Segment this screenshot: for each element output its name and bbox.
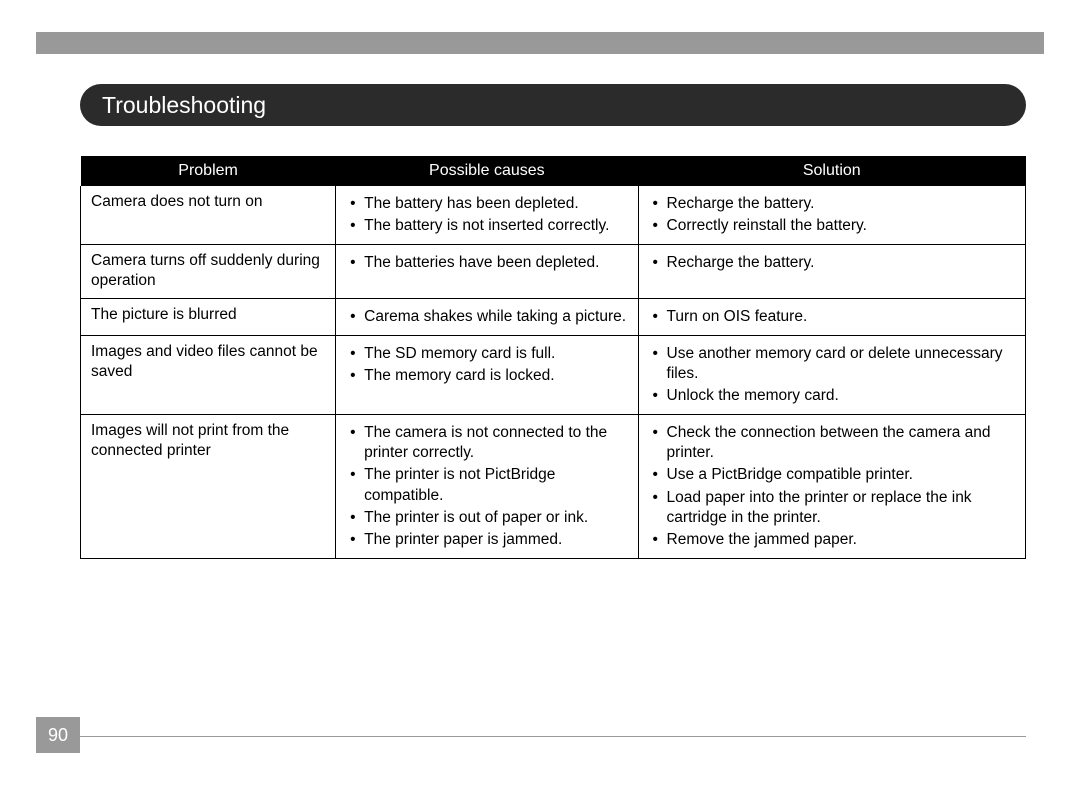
cause-item: The battery has been depleted.: [346, 194, 627, 214]
cell-causes: The batteries have been depleted.: [336, 245, 638, 298]
cause-item: Carema shakes while taking a picture.: [346, 307, 627, 327]
table-body: Camera does not turn onThe battery has b…: [81, 186, 1026, 558]
cell-solution: Recharge the battery.: [638, 245, 1025, 298]
cell-solution: Recharge the battery.Correctly reinstall…: [638, 186, 1025, 245]
solution-item: Recharge the battery.: [649, 194, 1015, 214]
cell-causes: The camera is not connected to the print…: [336, 415, 638, 559]
cause-item: The battery is not inserted correctly.: [346, 216, 627, 236]
solution-item: Remove the jammed paper.: [649, 530, 1015, 550]
solution-item: Use another memory card or delete unnece…: [649, 344, 1015, 384]
cell-causes: Carema shakes while taking a picture.: [336, 298, 638, 335]
cause-item: The printer paper is jammed.: [346, 530, 627, 550]
solution-item: Unlock the memory card.: [649, 386, 1015, 406]
cell-causes: The SD memory card is full.The memory ca…: [336, 335, 638, 414]
cell-solution: Turn on OIS feature.: [638, 298, 1025, 335]
solution-item: Use a PictBridge compatible printer.: [649, 465, 1015, 485]
table-header-row: Problem Possible causes Solution: [81, 156, 1026, 186]
table-row: Images will not print from the connected…: [81, 415, 1026, 559]
cause-item: The memory card is locked.: [346, 366, 627, 386]
cell-problem: The picture is blurred: [81, 298, 336, 335]
solution-item: Load paper into the printer or replace t…: [649, 488, 1015, 528]
troubleshooting-table: Problem Possible causes Solution Camera …: [80, 156, 1026, 559]
table-row: Camera turns off suddenly during operati…: [81, 245, 1026, 298]
table-row: Images and video files cannot be savedTh…: [81, 335, 1026, 414]
header-solution: Solution: [638, 156, 1025, 186]
cell-solution: Check the connection between the camera …: [638, 415, 1025, 559]
cell-problem: Images and video files cannot be saved: [81, 335, 336, 414]
cell-problem: Images will not print from the connected…: [81, 415, 336, 559]
solution-item: Correctly reinstall the battery.: [649, 216, 1015, 236]
cell-solution: Use another memory card or delete unnece…: [638, 335, 1025, 414]
table-row: The picture is blurred Carema shakes whil…: [81, 298, 1026, 335]
cause-item: The printer is out of paper or ink.: [346, 508, 627, 528]
page-number: 90: [36, 717, 80, 753]
solution-item: Recharge the battery.: [649, 253, 1015, 273]
header-problem: Problem: [81, 156, 336, 186]
cell-causes: The battery has been depleted.The batter…: [336, 186, 638, 245]
cause-item: The SD memory card is full.: [346, 344, 627, 364]
cause-item: The camera is not connected to the print…: [346, 423, 627, 463]
cell-problem: Camera does not turn on: [81, 186, 336, 245]
table-row: Camera does not turn onThe battery has b…: [81, 186, 1026, 245]
cause-item: The batteries have been depleted.: [346, 253, 627, 273]
header-causes: Possible causes: [336, 156, 638, 186]
cause-item: The printer is not PictBridge compatible…: [346, 465, 627, 505]
solution-item: Turn on OIS feature.: [649, 307, 1015, 327]
page-title: Troubleshooting: [80, 84, 1026, 126]
solution-item: Check the connection between the camera …: [649, 423, 1015, 463]
cell-problem: Camera turns off suddenly during operati…: [81, 245, 336, 298]
footer-line: [80, 736, 1026, 737]
top-bar: [36, 32, 1044, 54]
